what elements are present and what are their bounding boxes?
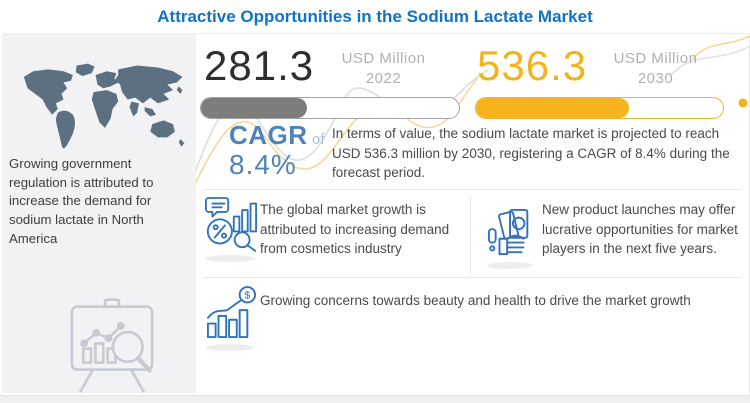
market-analysis-icon	[205, 197, 257, 252]
divider-vertical	[470, 196, 471, 276]
svg-text:$: $	[244, 290, 250, 302]
cagr-value: 8.4%	[229, 148, 297, 180]
insight-bottom-text: Growing concerns towards beauty and heal…	[260, 293, 691, 308]
sidebar-note: Growing government regulation is attribu…	[9, 156, 154, 246]
sidebar: Growing government regulation is attribu…	[2, 33, 196, 393]
market-summary: In terms of value, the sodium lactate ma…	[332, 126, 730, 181]
unit-label: USD Million	[341, 50, 426, 67]
year-label: 2022	[365, 69, 402, 87]
world-map-icon	[23, 63, 185, 149]
progress-fill-2022	[201, 98, 307, 118]
cagr-block: CAGR of 8.4%	[229, 121, 325, 180]
market-unit-2030: USD Million 2030	[588, 49, 723, 88]
header: Attractive Opportunities in the Sodium L…	[0, 0, 750, 33]
year-label: 2030	[637, 69, 674, 87]
progress-fill-2030	[476, 98, 630, 118]
easel-chart-magnifier-icon	[70, 298, 154, 393]
insight-left-text: The global market growth is attributed t…	[260, 202, 450, 257]
progress-bar-2030	[475, 97, 724, 119]
cagr-label: CAGR	[229, 120, 308, 150]
page-title: Attractive Opportunities in the Sodium L…	[157, 7, 593, 26]
insight-right-text: New product launches may offer lucrative…	[542, 202, 738, 257]
market-value-2022: 281.3	[204, 42, 315, 89]
cagr-connector: of	[312, 131, 325, 148]
icon-shadow	[206, 344, 254, 351]
icon-shadow	[487, 262, 533, 269]
divider-horizontal-1	[204, 189, 741, 190]
progress-bar-2022	[200, 97, 460, 119]
market-unit-2022: USD Million 2022	[316, 49, 451, 88]
icon-shadow	[205, 255, 255, 262]
growth-chart-dollar-icon: $	[206, 286, 256, 339]
main-panel: 281.3 USD Million 2022 536.3 USD Million…	[196, 33, 750, 403]
money-hand-icon	[487, 209, 529, 256]
bottom-strip	[0, 395, 750, 403]
divider-horizontal-2	[204, 277, 741, 278]
market-value-2030: 536.3	[477, 42, 588, 89]
unit-label: USD Million	[613, 50, 698, 67]
